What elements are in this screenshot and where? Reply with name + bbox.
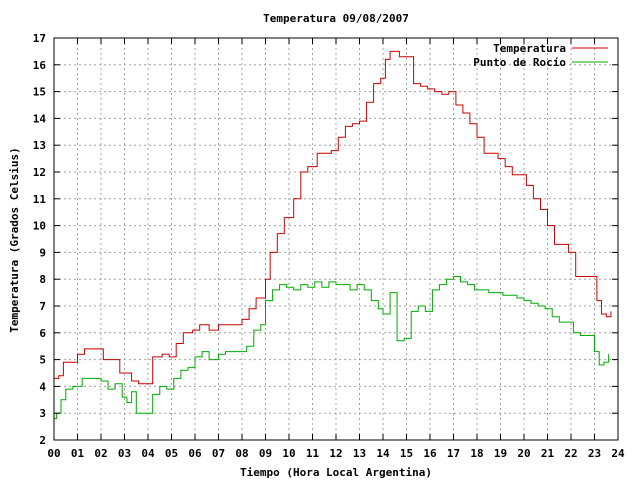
y-tick-label: 13 <box>33 139 46 152</box>
grid-lines <box>54 38 618 440</box>
y-tick-label: 7 <box>39 300 46 313</box>
x-tick-label: 21 <box>541 447 555 460</box>
y-tick-label: 9 <box>39 246 46 259</box>
y-tick-label: 12 <box>33 166 46 179</box>
x-tick-label: 23 <box>588 447 601 460</box>
series-layer <box>54 50 612 420</box>
y-tick-label: 17 <box>33 32 46 45</box>
y-tick-label: 4 <box>39 380 46 393</box>
x-tick-label: 03 <box>118 447 131 460</box>
y-tick-label: 3 <box>39 407 46 420</box>
x-tick-label: 05 <box>165 447 178 460</box>
y-tick-label: 8 <box>39 273 46 286</box>
y-tick-label: 2 <box>39 434 46 447</box>
x-tick-label: 17 <box>447 447 460 460</box>
x-tick-label: 09 <box>259 447 272 460</box>
x-tick-label: 00 <box>47 447 60 460</box>
x-tick-label: 06 <box>188 447 202 460</box>
x-tick-label: 15 <box>400 447 413 460</box>
x-tick-label: 08 <box>235 447 248 460</box>
x-tick-label: 19 <box>494 447 507 460</box>
y-axis-label: Temperatura (Grados Celsius) <box>8 147 21 332</box>
x-tick-label: 18 <box>470 447 483 460</box>
x-tick-label: 20 <box>517 447 530 460</box>
series-line-punto-de-rocio <box>54 276 610 420</box>
x-tick-label: 13 <box>353 447 366 460</box>
x-tick-label: 04 <box>141 447 155 460</box>
x-tick-label: 11 <box>306 447 320 460</box>
y-tick-label: 6 <box>39 327 46 340</box>
x-tick-label: 12 <box>329 447 342 460</box>
x-tick-label: 10 <box>282 447 295 460</box>
x-tick-label: 16 <box>423 447 437 460</box>
x-tick-label: 01 <box>71 447 85 460</box>
y-tick-label: 14 <box>33 112 47 125</box>
y-tick-label: 10 <box>33 220 46 233</box>
x-tick-label: 24 <box>611 447 625 460</box>
x-tick-label: 02 <box>94 447 107 460</box>
y-tick-label: 16 <box>33 59 47 72</box>
legend-label: Punto de Rocío <box>473 56 566 69</box>
x-tick-label: 07 <box>212 447 225 460</box>
series-line-temperatura <box>54 50 612 385</box>
axis-ticks: 00 01 02 03 04 05 06 07 08 09 10 11 12 13 14 15 16 17 18 19… <box>33 32 625 460</box>
y-tick-label: 11 <box>33 193 47 206</box>
x-axis-label: Tiempo (Hora Local Argentina) <box>240 466 432 479</box>
chart-title: Temperatura 09/08/2007 <box>263 12 409 25</box>
legend-label: Temperatura <box>493 42 566 55</box>
x-tick-label: 22 <box>564 447 577 460</box>
y-tick-label: 5 <box>39 354 46 367</box>
y-tick-label: 15 <box>33 86 46 99</box>
x-tick-label: 14 <box>376 447 390 460</box>
